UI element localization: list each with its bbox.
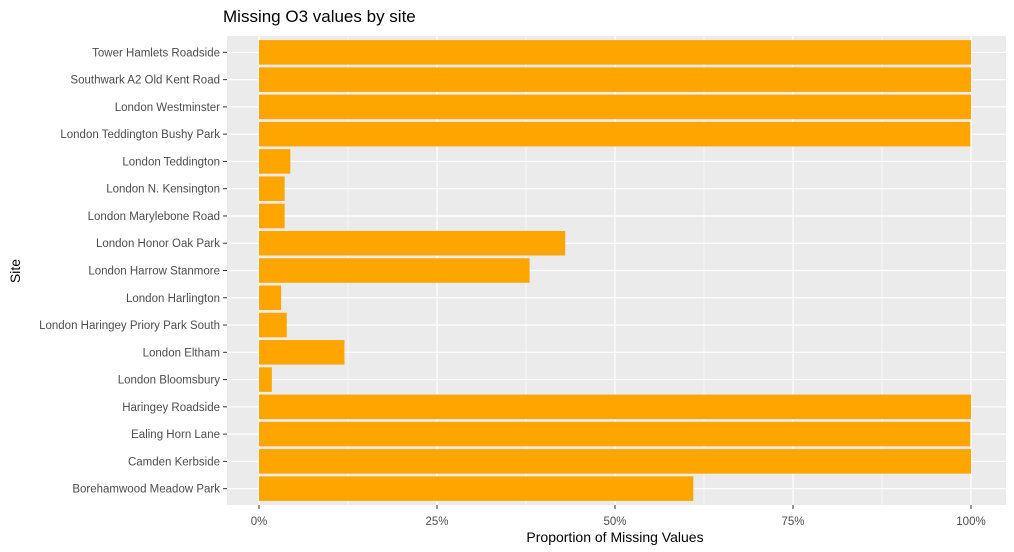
bar <box>259 94 971 120</box>
bar <box>259 121 971 147</box>
y-tick-label: London N. Kensington <box>106 184 220 196</box>
chart-title: Missing O3 values by site <box>223 7 416 26</box>
x-tick-label: 50% <box>603 516 626 528</box>
y-tick-label: Ealing Horn Lane <box>131 429 220 441</box>
y-tick-label: London Haringey Priory Park South <box>39 320 220 332</box>
bars <box>259 40 971 501</box>
bar <box>259 203 285 229</box>
bar <box>259 367 272 392</box>
bar <box>259 285 282 311</box>
bar <box>259 258 530 283</box>
bar <box>259 340 345 365</box>
y-axis: Tower Hamlets Roadside Southwark A2 Old K… <box>39 47 227 496</box>
bar <box>259 394 971 420</box>
y-tick-label: London Harrow Stanmore <box>88 266 220 278</box>
x-axis: 0% 25% 50% 75% 100% <box>251 505 986 528</box>
y-tick-label: Southwark A2 Old Kent Road <box>70 75 220 87</box>
x-tick-label: 100% <box>956 516 985 528</box>
y-tick-label: London Marylebone Road <box>88 211 220 223</box>
y-tick-label: Tower Hamlets Roadside <box>92 47 220 59</box>
bar <box>259 449 971 474</box>
y-tick-label: Camden Kerbside <box>128 456 220 468</box>
bar <box>259 312 287 338</box>
bar <box>259 149 291 174</box>
x-axis-title: Proportion of Missing Values <box>526 529 703 545</box>
bar <box>259 230 566 256</box>
y-tick-label: London Bloomsbury <box>118 375 221 387</box>
bar <box>259 421 971 447</box>
x-tick-label: 0% <box>251 516 268 528</box>
bar <box>259 176 285 201</box>
bar <box>259 67 971 92</box>
bar <box>259 40 971 65</box>
bar <box>259 476 694 501</box>
y-axis-title: Site <box>7 259 23 283</box>
y-tick-label: London Teddington <box>122 156 220 168</box>
y-tick-label: London Westminster <box>115 102 220 114</box>
y-tick-label: London Honor Oak Park <box>96 238 220 250</box>
y-tick-label: London Eltham <box>143 347 220 359</box>
y-tick-label: Haringey Roadside <box>122 402 220 414</box>
y-tick-label: London Teddington Bushy Park <box>60 129 220 141</box>
x-tick-label: 25% <box>425 516 448 528</box>
y-tick-label: London Harlington <box>126 293 220 305</box>
y-tick-label: Borehamwood Meadow Park <box>72 484 220 496</box>
x-tick-label: 75% <box>781 516 804 528</box>
